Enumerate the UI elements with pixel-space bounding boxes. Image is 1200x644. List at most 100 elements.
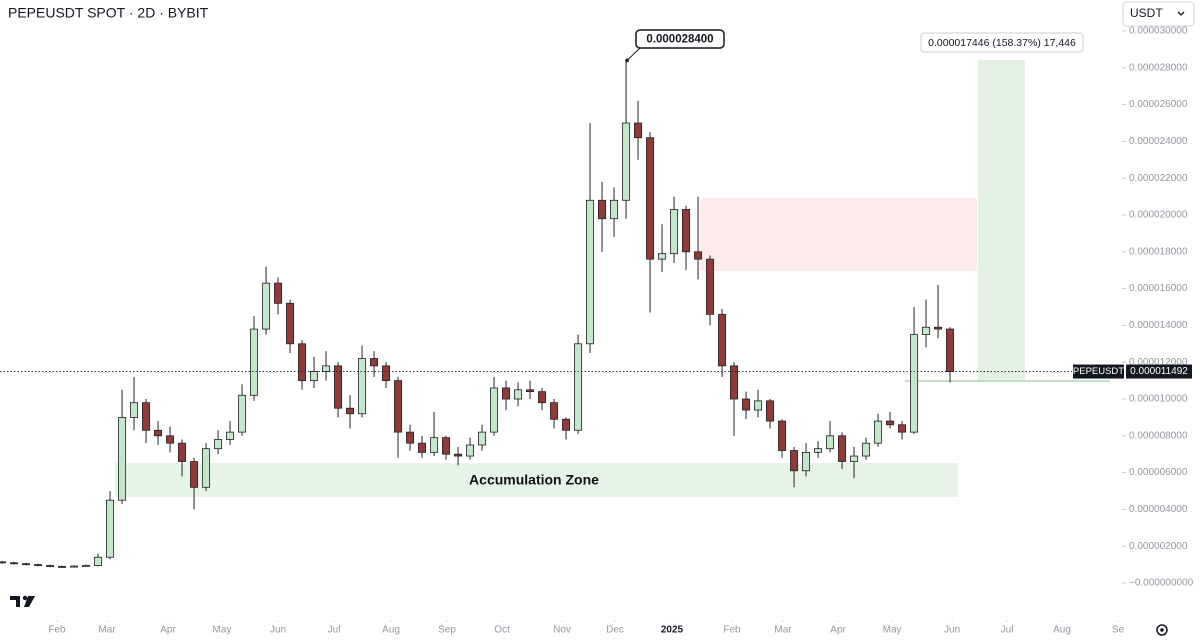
candle-body [346,407,355,415]
zone-label: Accumulation Zone [469,472,599,488]
candle-body [946,328,955,372]
currency-label[interactable]: USDT [1130,6,1163,20]
candle-body [370,358,379,367]
candle-body [538,391,547,404]
price-label: 0.000011492 [1130,366,1188,377]
accumulation-zone [115,463,958,497]
y-tick-label: 0.000028000 [1129,62,1188,73]
peak-dot [625,58,629,63]
candle-body [154,429,163,437]
candle-body [922,326,931,335]
x-tick-label: Jun [270,625,286,636]
candle-body [22,563,31,566]
candle-body [82,565,91,567]
currency-dropdown[interactable] [1122,1,1195,27]
y-tick-label: −0.000000000 [1129,578,1194,589]
y-tick-label: 0.000020000 [1129,210,1188,221]
logo [10,595,35,607]
candle-body [490,387,499,433]
candle-body [178,442,187,462]
x-tick-label: Jul [1001,625,1014,636]
candle-body [382,365,391,382]
candle-body [682,209,691,253]
x-tick-label: Feb [723,625,741,636]
candle-body [826,435,835,450]
x-tick-label: Oct [494,625,510,636]
candle-body [622,122,631,201]
candle-body [406,431,415,444]
candle-body [514,389,523,400]
candle-body [106,499,115,558]
y-tick-label: 0.000026000 [1129,99,1188,110]
x-tick-label: Apr [160,625,176,636]
price-tag [1126,364,1192,379]
candle-body [238,394,247,433]
candle-body [58,566,67,568]
dropdown-chevron [1177,11,1185,16]
candle-body [910,334,919,433]
measure-box [920,32,1084,53]
candle-body [862,442,871,457]
candle-body [802,451,811,472]
candle-body [934,326,943,330]
y-tick-label: 0.000018000 [1129,246,1188,257]
candle-body [718,313,727,367]
candle-body [262,282,271,330]
candle-body [466,444,475,457]
candle-body [730,365,739,400]
candle-body [394,380,403,433]
x-tick-label: May [883,625,902,636]
candle-body [886,420,895,426]
candle-body [562,418,571,431]
candle-body [790,450,799,472]
candle-body [754,400,763,411]
x-tick-label: Se [1112,625,1125,636]
candle-body [898,424,907,433]
candle-body [130,402,139,418]
candle-body [46,565,55,567]
candle-body [10,562,19,565]
y-tick-label: 0.000004000 [1129,504,1188,515]
settings-button[interactable] [1156,624,1168,636]
candle-body [142,402,151,431]
candle-body [70,565,79,568]
candle-body [34,564,43,566]
candle-body [226,431,235,440]
y-tick-label: 0.000024000 [1129,136,1188,147]
candle-body [118,416,127,501]
x-tick-label: Sep [438,625,456,636]
x-tick-label: Dec [606,625,624,636]
y-tick-label: 0.000010000 [1129,394,1188,405]
candle-body [646,137,655,260]
chart-title: PEPEUSDT SPOT · 2D · BYBIT [8,5,209,21]
y-tick-label: 0.000030000 [1129,26,1188,37]
candle-body [430,437,439,453]
candle-body [478,431,487,446]
symbol-tag [1073,364,1124,379]
y-tick-label: 0.000012000 [1129,357,1188,368]
candle-body [574,343,583,431]
symbol-label: PEPEUSDT [1073,366,1124,377]
candle-body [550,402,559,420]
candle-body [310,370,319,381]
candle-body [274,282,283,304]
peak-box [635,29,725,49]
candle-body [250,328,259,396]
x-tick-label: Aug [382,625,400,636]
candle-body [706,258,715,315]
candle-body [502,387,511,400]
y-tick-label: 0.000022000 [1129,173,1188,184]
y-tick-label: 0.000014000 [1129,320,1188,331]
candle-body [418,442,427,453]
x-tick-label: Jun [944,625,960,636]
plot-area [0,60,955,568]
candle-body [190,461,199,488]
x-tick-label: Mar [774,625,792,636]
candle-body [670,209,679,255]
y-tick-label: 0.000002000 [1129,541,1188,552]
candle-body [874,420,883,444]
candle-body [298,343,307,381]
y-tick-label: 0.000006000 [1129,467,1188,478]
candle-body [586,199,595,345]
